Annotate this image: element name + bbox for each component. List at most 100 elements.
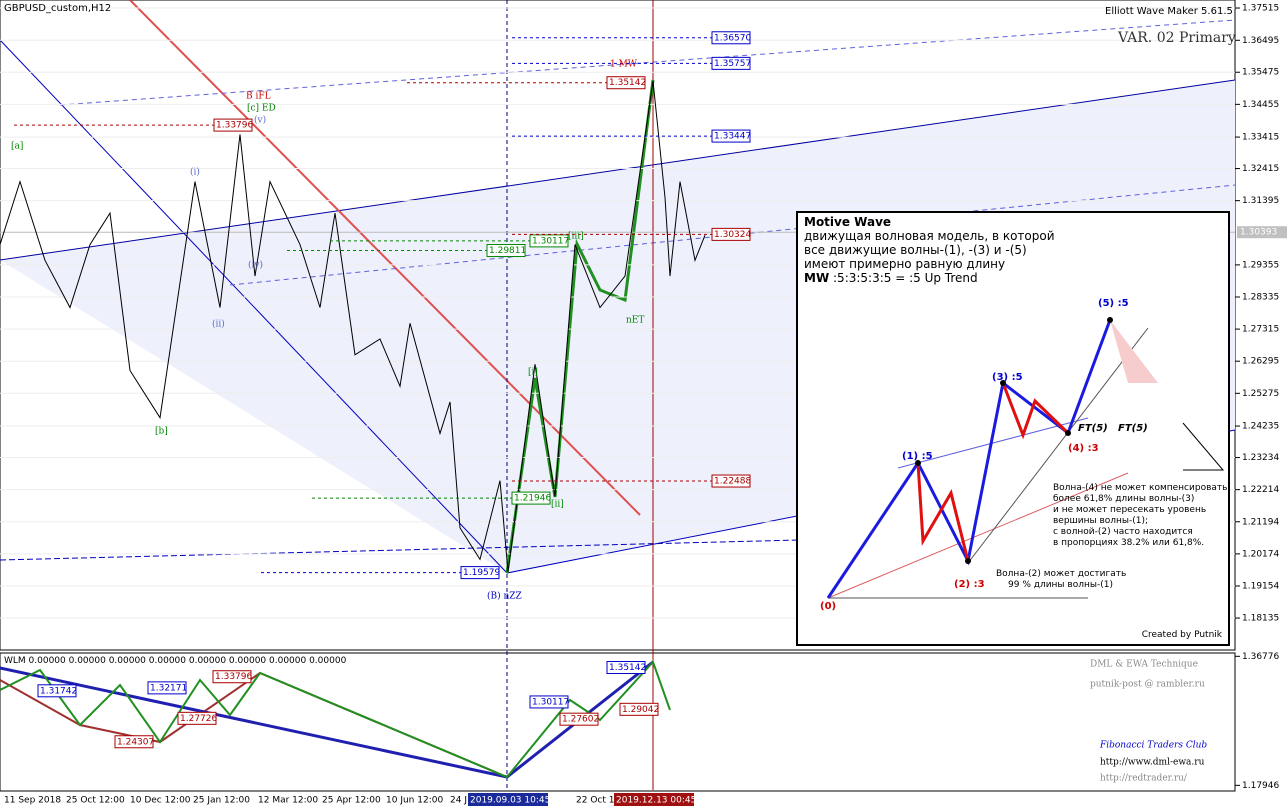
note-line: с волной-(2) часто находится xyxy=(1053,527,1193,537)
y-tick-label: 1.36776 xyxy=(1242,652,1279,662)
price-tag-label: 1.32171 xyxy=(150,683,187,693)
guide xyxy=(967,327,1149,564)
note-line: Волна-(4) не может компенсировать xyxy=(1053,483,1228,493)
x-tick-label: 10 Dec 12:00 xyxy=(130,796,191,806)
y-tick-label: 1.29355 xyxy=(1242,260,1279,270)
price-tag-label: 1.30117 xyxy=(532,697,569,707)
price-tag xyxy=(606,76,646,90)
wave-point-label: (2) :3 xyxy=(954,579,985,590)
y-tick-label: 1.33415 xyxy=(1242,133,1279,143)
wave-line xyxy=(916,462,970,562)
price-tag xyxy=(711,31,751,45)
x-tick-label: 22 Oct 1 xyxy=(576,796,614,806)
price-tag-label: 1.27602 xyxy=(562,715,599,725)
price-tag xyxy=(486,244,526,258)
y-tick-label: 1.17946 xyxy=(1242,781,1279,791)
note-line: вершины волны-(1); xyxy=(1053,516,1149,526)
y-tick-label: 1.23234 xyxy=(1242,453,1279,463)
y-tick-label: 1.37515 xyxy=(1242,4,1279,14)
time-highlight xyxy=(614,793,694,806)
variant: VAR. 02 Primary xyxy=(1118,30,1236,46)
price-tag xyxy=(711,227,751,241)
y-tick-label: 1.25275 xyxy=(1242,389,1279,399)
y-tick-label: 1.35475 xyxy=(1242,68,1279,78)
wave-line xyxy=(505,79,655,574)
price-tag xyxy=(114,735,154,749)
wave-label: (B) nZZ xyxy=(487,591,522,602)
price-tag-label: 1.30117 xyxy=(532,236,569,246)
y-tick-label: 1.22214 xyxy=(1242,485,1279,495)
price-tag xyxy=(711,56,751,70)
price-tag xyxy=(529,234,569,248)
guide xyxy=(827,472,1129,599)
note-line: Волна-(2) может достигать xyxy=(996,569,1127,579)
x-tick-label: 12 Mar 12:00 xyxy=(258,796,318,806)
wave-label: 1 MW xyxy=(610,60,638,70)
price-tag-label: 1.29042 xyxy=(622,705,659,715)
price-tag-label: 1.35142 xyxy=(609,78,646,88)
wave-label: (v) xyxy=(254,115,266,126)
note-line: более 61,8% длины волны-(3) xyxy=(1053,494,1195,504)
credit: putnik-post @ rambler.ru xyxy=(1090,680,1205,690)
price-tag-label: 1.21946 xyxy=(514,494,551,504)
price-tag xyxy=(511,491,551,505)
x-tick-label: 25 Jan 12:00 xyxy=(193,796,250,806)
panel-line: MW :5:3:5:3:5 = :5 Up Trend xyxy=(804,271,1228,285)
y-tick-label: 1.24235 xyxy=(1242,422,1279,432)
price-tag xyxy=(559,712,599,726)
note-line: и не может пересекать уровень xyxy=(1053,505,1207,515)
wave-point-label: (3) :5 xyxy=(992,372,1023,383)
price-tag xyxy=(711,474,751,488)
y-tick-label: 1.34455 xyxy=(1242,100,1279,110)
wave-label: [ii] xyxy=(551,500,564,510)
note-line: 99 % длины волны-(1) xyxy=(1008,580,1113,590)
wave-point-label: FT(5) xyxy=(1078,423,1108,434)
note: Волна-(4) не может компенсировать более 6… xyxy=(1053,483,1227,549)
price-tag-label: 1.19579 xyxy=(463,568,500,578)
x-tick-label: 10 Jun 12:00 xyxy=(386,796,443,806)
wlm-line xyxy=(0,660,671,779)
pivot xyxy=(1065,430,1071,436)
pivot xyxy=(1107,317,1113,323)
wave-label: [a] xyxy=(11,142,23,152)
price-tag xyxy=(619,702,659,716)
note: Волна-(2) может достигать 99 % длины волн… xyxy=(996,569,1126,591)
panel-title: Motive Wave xyxy=(804,215,892,229)
wave-point-label: (0) xyxy=(820,601,837,612)
symbol: GBPUSD_custom,H12 xyxy=(4,3,112,14)
motive-wave-panel: Motive Wave движущая волновая модель, в … xyxy=(796,211,1230,646)
indicator-name: Elliott Wave Maker 5.61.5 xyxy=(1105,6,1233,17)
wave-line xyxy=(1001,382,1070,440)
panel-line: все движущие волны-(1), -(3) и -(5) xyxy=(804,243,1027,257)
x-tick-label: 2019.09.03 10:45 xyxy=(470,796,550,806)
note-line: в пропорциях 38.2% или 61,8%. xyxy=(1053,538,1205,548)
price-tag xyxy=(177,711,217,725)
guide xyxy=(1182,422,1225,471)
price-tag-label: 1.29811 xyxy=(489,246,526,256)
current-price-tag xyxy=(1237,226,1287,239)
price-tag-label: 1.27726 xyxy=(180,714,217,724)
price-tag-label: 1.31742 xyxy=(40,686,77,696)
wave-line xyxy=(826,319,1112,599)
x-tick-label: 2019.12.13 00:45 xyxy=(616,796,696,806)
wave-label: [iii] xyxy=(568,232,584,242)
price-tag xyxy=(213,118,253,132)
pivot xyxy=(965,558,971,564)
trend-line xyxy=(129,0,641,516)
price-tag-label: 1.35757 xyxy=(714,59,751,69)
wave-point-label: (4) :3 xyxy=(1068,443,1099,454)
price-tag-label: 1.33796 xyxy=(215,672,252,682)
price-tag-label: 1.24307 xyxy=(117,737,154,747)
price-tag-label: 1.30324 xyxy=(714,230,751,240)
x-tick-label: 11 Sep 2018 xyxy=(4,796,61,806)
y-tick-label: 1.36495 xyxy=(1242,36,1279,46)
panel-line: имеют примерно равную длину xyxy=(804,257,1006,271)
wave-diagram xyxy=(826,317,1225,599)
channel-line xyxy=(59,19,1236,106)
x-tick-label: 24 J xyxy=(450,796,467,806)
y-tick-label: 1.21194 xyxy=(1242,517,1279,527)
price-tag xyxy=(711,129,751,143)
wave-point-label: (1) :5 xyxy=(902,451,933,462)
price-line xyxy=(0,80,706,573)
